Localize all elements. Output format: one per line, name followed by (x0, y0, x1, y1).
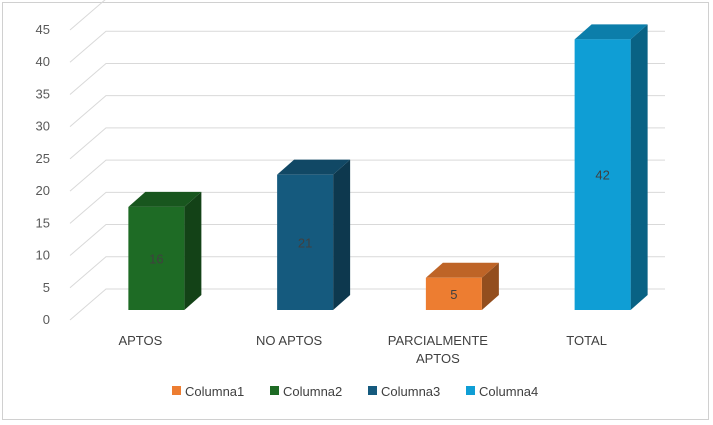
data-label: 21 (298, 235, 312, 250)
legend-swatch-Columna4 (466, 386, 475, 395)
gridline-10 (69, 224, 665, 256)
legend-swatch-Columna2 (270, 386, 279, 395)
data-label: 16 (149, 251, 163, 266)
data-label: 5 (450, 287, 457, 302)
legend-label: Columna1 (185, 384, 244, 399)
bar-Columna2 (128, 206, 185, 310)
category-label: NO APTOS (256, 333, 323, 348)
bar-top-Columna3 (277, 159, 351, 175)
bar-top-Columna4 (574, 24, 648, 40)
y-tick-label: 15 (36, 215, 50, 230)
y-tick-label: 40 (36, 54, 50, 69)
y-tick-label: 25 (36, 151, 50, 166)
bar-Columna1 (425, 277, 482, 310)
legend-label: Columna4 (479, 384, 538, 399)
gridline-40 (69, 30, 665, 63)
legend-label: Columna2 (283, 384, 342, 399)
category-label: PARCIALMENTE (388, 333, 488, 348)
y-tick-label: 30 (36, 119, 50, 134)
y-tick-label: 5 (43, 280, 50, 295)
bar-top-Columna2 (128, 191, 202, 207)
bar-Columna4 (574, 39, 631, 310)
bar-Columna3 (277, 174, 334, 310)
legend-swatch-Columna3 (368, 386, 377, 395)
category-label: TOTAL (566, 333, 607, 348)
gridline-20 (69, 159, 665, 192)
bar-side-Columna1 (481, 262, 499, 310)
bar-side-Columna3 (333, 159, 351, 310)
data-label: 42 (595, 168, 609, 183)
bar-side-Columna4 (630, 24, 648, 310)
gridline-45 (69, 0, 106, 31)
y-tick-label: 10 (36, 248, 50, 263)
gridline-5 (69, 256, 665, 289)
y-tick-label: 45 (36, 22, 50, 37)
gridline-15 (69, 191, 665, 224)
legend-swatch-Columna1 (172, 386, 181, 395)
legend-label: Columna3 (381, 384, 440, 399)
y-tick-label: 35 (36, 86, 50, 101)
bar-top-Columna1 (425, 262, 499, 278)
category-label: APTOS (118, 333, 162, 348)
gridline-35 (69, 62, 665, 95)
y-tick-label: 0 (43, 312, 50, 327)
category-label: APTOS (416, 351, 460, 366)
bar-side-Columna2 (184, 191, 202, 310)
gridline-25 (69, 127, 665, 160)
y-tick-label: 20 (36, 183, 50, 198)
gridline-30 (69, 95, 665, 128)
